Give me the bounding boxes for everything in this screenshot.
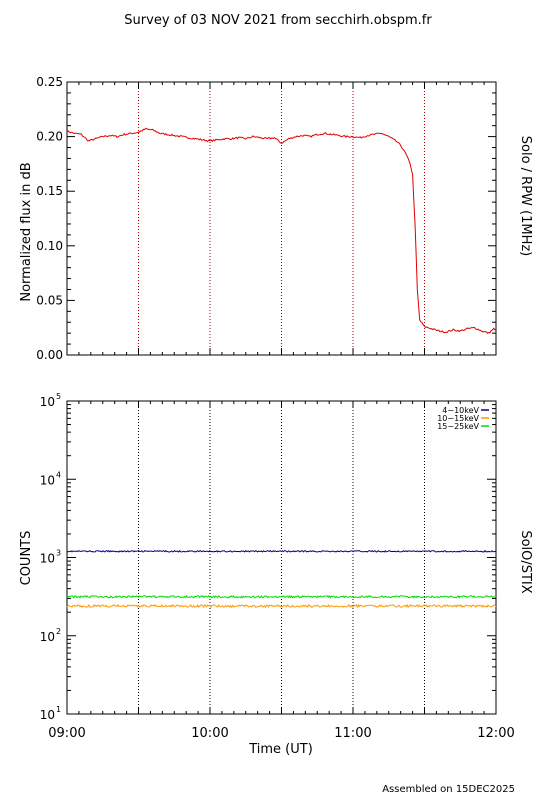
stix-y-axis-label: COUNTS: [19, 531, 34, 586]
legend-entry-label: 15−25keV: [437, 422, 479, 431]
stix-series-line: [66, 549, 497, 553]
stix-y-tick-exponent: 4: [56, 470, 61, 479]
x-tick-label: 11:00: [334, 726, 371, 741]
stix-y-tick-label: 10: [40, 395, 55, 409]
stix-y-tick-exponent: 1: [56, 705, 61, 714]
rpw-ticks: 0.00 0.05 0.10 0.15 0.20 0.25: [36, 75, 497, 362]
figure-title: Survey of 03 NOV 2021 from secchirh.obsp…: [124, 13, 432, 28]
rpw-y-tick-label: 0.00: [36, 348, 63, 362]
x-tick-label: 12:00: [477, 726, 514, 741]
rpw-right-label: Solo / RPW (1MHz): [518, 136, 533, 257]
rpw-y-tick-label: 0.20: [36, 130, 63, 144]
stix-y-tick-exponent: 5: [56, 392, 61, 401]
legend-entry-label: 10−15keV: [437, 414, 479, 423]
stix-y-tick-exponent: 2: [56, 627, 61, 636]
stix-y-tick-exponent: 3: [56, 549, 61, 558]
stix-grid: [138, 401, 425, 714]
rpw-panel: 0.00 0.05 0.10 0.15 0.20 0.25 Normalized flux…: [19, 75, 533, 362]
rpw-grid: [138, 82, 425, 355]
x-tick-label: 10:00: [191, 726, 228, 741]
stix-y-tick-label: 10: [40, 473, 55, 487]
stix-right-label: SolO/STIX: [518, 530, 533, 593]
rpw-plot-frame: [66, 81, 497, 356]
stix-series-line: [66, 594, 497, 599]
stix-y-tick-label: 10: [40, 630, 55, 644]
rpw-y-tick-label: 0.05: [36, 293, 63, 307]
rpw-flux-line: [66, 127, 497, 334]
x-tick-label: 09:00: [48, 726, 85, 741]
rpw-y-tick-label: 0.10: [36, 239, 63, 253]
x-axis-label: Time (UT): [248, 742, 313, 757]
rpw-y-tick-label: 0.15: [36, 184, 63, 198]
rpw-y-tick-label: 0.25: [36, 75, 63, 89]
stix-y-tick-label: 10: [40, 708, 55, 722]
footer-assembled: Assembled on 15DEC2025: [382, 784, 515, 795]
stix-series-lines: [66, 549, 497, 609]
stix-series-line: [66, 603, 497, 609]
rpw-y-axis-label: Normalized flux in dB: [19, 162, 34, 301]
stix-y-tick-label: 10: [40, 552, 55, 566]
legend-entry-label: 4−10keV: [442, 406, 479, 415]
